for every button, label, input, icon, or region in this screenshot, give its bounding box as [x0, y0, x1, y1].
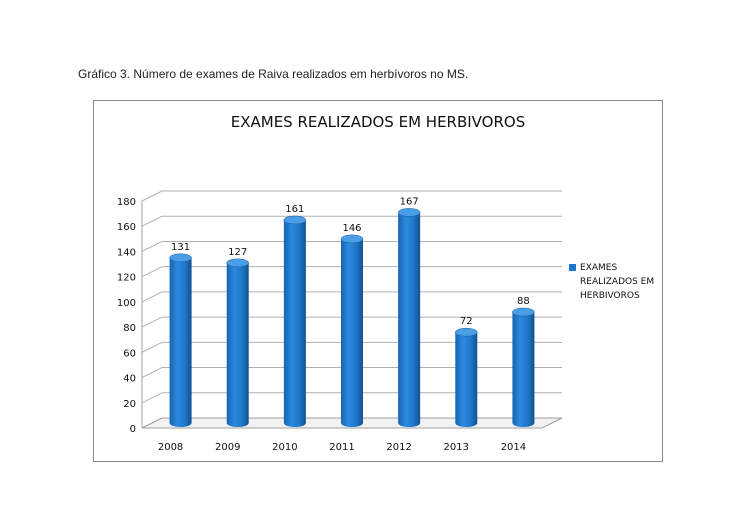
x-tick-label: 2009 — [215, 442, 240, 453]
data-label: 88 — [517, 296, 530, 307]
bar-top — [170, 254, 192, 262]
gridline-side — [142, 292, 162, 302]
figure-caption: Gráfico 3. Número de exames de Raiva rea… — [78, 67, 468, 81]
x-tick-label: 2014 — [501, 442, 526, 453]
data-label: 167 — [400, 196, 419, 207]
bar-top — [227, 259, 249, 267]
y-tick-label: 140 — [117, 247, 136, 258]
y-tick-label: 40 — [123, 374, 136, 385]
bar — [398, 208, 420, 427]
bar-body — [512, 312, 534, 427]
gridline-side — [142, 393, 162, 403]
x-tick-label: 2011 — [329, 442, 354, 453]
data-label: 72 — [460, 316, 473, 327]
gridline-side — [142, 191, 162, 201]
bar-body — [398, 212, 420, 427]
gridline-side — [142, 241, 162, 251]
gridline-side — [142, 342, 162, 352]
bar-body — [227, 263, 249, 427]
data-label: 131 — [171, 242, 190, 253]
bar — [341, 235, 363, 427]
data-label: 161 — [285, 204, 304, 215]
y-tick-label: 60 — [123, 348, 136, 359]
data-label: 146 — [342, 223, 361, 234]
bar-chart: 0 20 40 60 80 100 120 140 160 180 131 2008 127 2009 16… — [94, 101, 664, 463]
y-tick-label: 80 — [123, 323, 136, 334]
legend-label: EXAMES REALIZADOS EM HERBIVOROS — [580, 261, 660, 303]
y-tick-label: 180 — [117, 197, 136, 208]
gridline-side — [142, 317, 162, 327]
y-tick-label: 0 — [130, 424, 136, 435]
gridline-side — [142, 267, 162, 277]
x-tick-label: 2012 — [386, 442, 411, 453]
bar-top — [455, 328, 477, 336]
y-tick-label: 100 — [117, 298, 136, 309]
bar — [284, 216, 306, 427]
bar-body — [284, 220, 306, 427]
bar-top — [512, 308, 534, 316]
x-tick-label: 2010 — [272, 442, 297, 453]
bar-top — [398, 208, 420, 216]
bar — [227, 259, 249, 427]
bar — [170, 254, 192, 427]
y-tick-label: 160 — [117, 222, 136, 233]
y-tick-label: 120 — [117, 273, 136, 284]
gridline-side — [142, 368, 162, 378]
bar-body — [170, 258, 192, 427]
bar — [455, 328, 477, 427]
bar-body — [341, 239, 363, 427]
legend-swatch — [569, 264, 576, 271]
chart-frame: EXAMES REALIZADOS EM HERBIVOROS 0 20 40 60 8… — [93, 100, 663, 462]
bar-body — [455, 332, 477, 427]
data-label: 127 — [228, 247, 247, 258]
bar-top — [341, 235, 363, 243]
gridline-side — [142, 216, 162, 226]
bar-top — [284, 216, 306, 224]
bar — [512, 308, 534, 427]
x-tick-label: 2013 — [444, 442, 469, 453]
x-tick-label: 2008 — [158, 442, 183, 453]
y-tick-label: 20 — [123, 399, 136, 410]
